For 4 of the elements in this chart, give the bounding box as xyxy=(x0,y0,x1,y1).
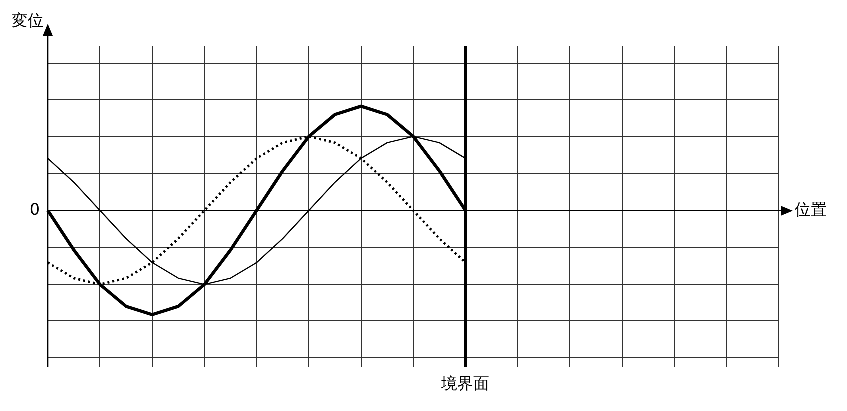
x-axis-title: 位置 xyxy=(795,200,827,219)
text: 0 xyxy=(30,200,40,219)
text: 境界面 xyxy=(440,374,490,394)
text: 変位 xyxy=(12,11,44,30)
